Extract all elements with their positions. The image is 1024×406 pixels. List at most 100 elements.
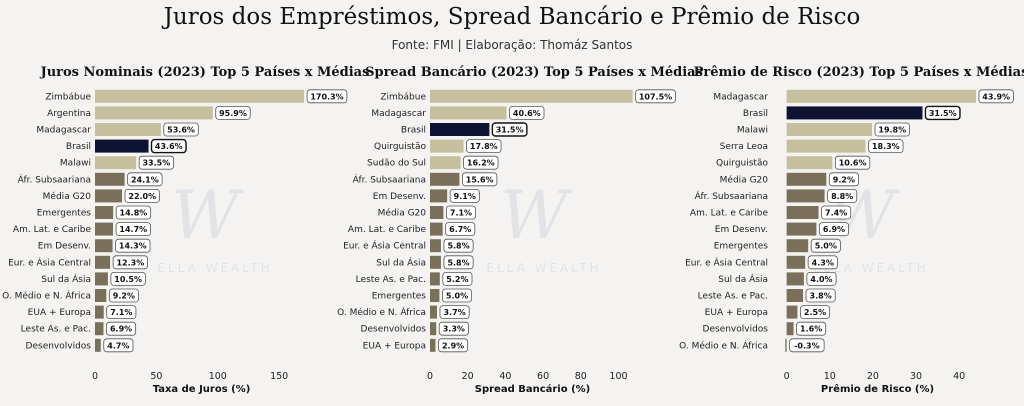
data-label: 3.8% xyxy=(810,292,832,301)
data-label: 7.1% xyxy=(450,209,472,218)
x-tick-label: 150 xyxy=(270,371,288,382)
bar xyxy=(786,156,833,170)
data-label: 24.1% xyxy=(131,175,159,184)
data-label-box xyxy=(462,172,498,187)
category-label: Quirguistão xyxy=(716,159,768,169)
data-label-box xyxy=(112,255,149,270)
chart-title: Juros Nominais (2023) Top 5 Países x Méd… xyxy=(40,65,370,80)
category-label: Emergentes xyxy=(372,292,427,302)
data-label: 1.6% xyxy=(800,325,822,334)
data-label: 10.6% xyxy=(839,159,867,168)
bar xyxy=(430,206,444,219)
category-label: Brasil xyxy=(66,142,91,152)
category-label: Eur. e Ásia Central xyxy=(343,240,426,252)
data-label-box xyxy=(106,305,137,320)
category-label: Malawi xyxy=(60,159,91,169)
data-label: 14.3% xyxy=(119,242,147,251)
category-label: Em Desenv. xyxy=(715,225,768,235)
category-label: O. Médio e N. África xyxy=(337,306,426,318)
data-label: 31.5% xyxy=(496,126,524,135)
bar xyxy=(95,338,101,352)
bar xyxy=(95,206,114,219)
x-tick-label: 20 xyxy=(867,371,879,382)
data-label-box xyxy=(818,222,849,237)
bar xyxy=(95,139,149,153)
watermark-logo: W ELLA WEALTH xyxy=(486,177,598,275)
data-label: 4.7% xyxy=(107,341,129,350)
bar xyxy=(786,139,866,153)
bar xyxy=(786,222,817,236)
bar xyxy=(95,106,213,120)
data-label: 40.6% xyxy=(513,109,541,118)
bar xyxy=(430,338,436,352)
category-label: Zimbábue xyxy=(380,92,426,102)
watermark-text: ELLA WEALTH xyxy=(157,261,272,275)
data-label-box xyxy=(138,155,175,170)
bar xyxy=(786,123,873,136)
bar xyxy=(95,289,107,302)
watermark-text: ELLA WEALTH xyxy=(813,261,928,275)
category-label: Em Desenv. xyxy=(38,242,91,252)
bar xyxy=(786,322,794,336)
category-label: Quirguistão xyxy=(374,142,426,152)
data-label-box xyxy=(466,139,502,154)
bar xyxy=(430,89,633,103)
x-tick-label: 20 xyxy=(462,371,474,382)
data-label-box xyxy=(443,238,474,253)
data-label-box xyxy=(806,271,837,286)
data-label-box xyxy=(108,288,139,303)
bar xyxy=(785,338,787,352)
category-label: Áfr. Subsaariana xyxy=(18,173,91,185)
category-label: Eur. e Ásia Central xyxy=(685,256,768,268)
data-label-box xyxy=(805,288,836,303)
category-label: EUA + Europa xyxy=(28,308,91,318)
x-tick-label: 60 xyxy=(537,371,549,382)
data-label: 43.6% xyxy=(155,142,183,151)
bar xyxy=(95,322,104,336)
data-label-box xyxy=(463,155,499,170)
data-label: 9.2% xyxy=(113,292,135,301)
data-label-box xyxy=(306,89,348,104)
bar xyxy=(430,289,440,302)
data-label-box xyxy=(834,155,871,170)
bar xyxy=(786,239,809,253)
data-label: 3.7% xyxy=(443,308,465,317)
category-label: Média G20 xyxy=(43,191,92,202)
bar xyxy=(95,156,137,170)
data-label: 4.3% xyxy=(812,258,834,267)
bar xyxy=(786,172,827,186)
data-label: 22.0% xyxy=(128,192,156,201)
bar xyxy=(430,172,460,186)
chart-title: Spread Bancário (2023) Top 5 Países x Mé… xyxy=(365,65,703,80)
category-label: Madagascar xyxy=(713,92,768,102)
bar xyxy=(95,222,114,236)
bar xyxy=(95,172,125,186)
bar xyxy=(430,222,443,236)
data-label: 2.9% xyxy=(442,341,464,350)
x-axis-label: Prêmio de Risco (%) xyxy=(821,383,934,395)
chart-title: Prêmio de Risco (2023) Top 5 Países x Mé… xyxy=(694,65,1024,80)
data-label: 14.8% xyxy=(120,209,148,218)
watermark-monogram: W xyxy=(500,177,573,254)
data-label-box xyxy=(635,89,676,104)
category-label: Argentina xyxy=(47,109,91,119)
data-label-box xyxy=(163,122,199,137)
x-tick-label: 80 xyxy=(575,371,587,382)
category-label: Média G20 xyxy=(378,208,427,219)
bar xyxy=(786,272,804,286)
data-label: 6.9% xyxy=(823,225,845,234)
data-label-box xyxy=(115,238,151,253)
category-label: Am. Lat. e Caribe xyxy=(13,225,92,235)
data-label: 5.0% xyxy=(446,292,468,301)
x-tick-label: 100 xyxy=(209,371,227,382)
category-label: EUA + Europa xyxy=(705,308,768,318)
category-label: Em Desenv. xyxy=(373,192,426,202)
category-label: Média G20 xyxy=(720,174,769,185)
data-label: 2.5% xyxy=(804,308,826,317)
x-tick-label: 10 xyxy=(824,371,836,382)
data-label: 8.8% xyxy=(831,192,853,201)
data-label-box xyxy=(443,255,474,270)
category-label: Eur. e Ásia Central xyxy=(8,256,91,268)
category-label: Zimbábue xyxy=(45,92,91,102)
data-label-box xyxy=(103,338,134,353)
